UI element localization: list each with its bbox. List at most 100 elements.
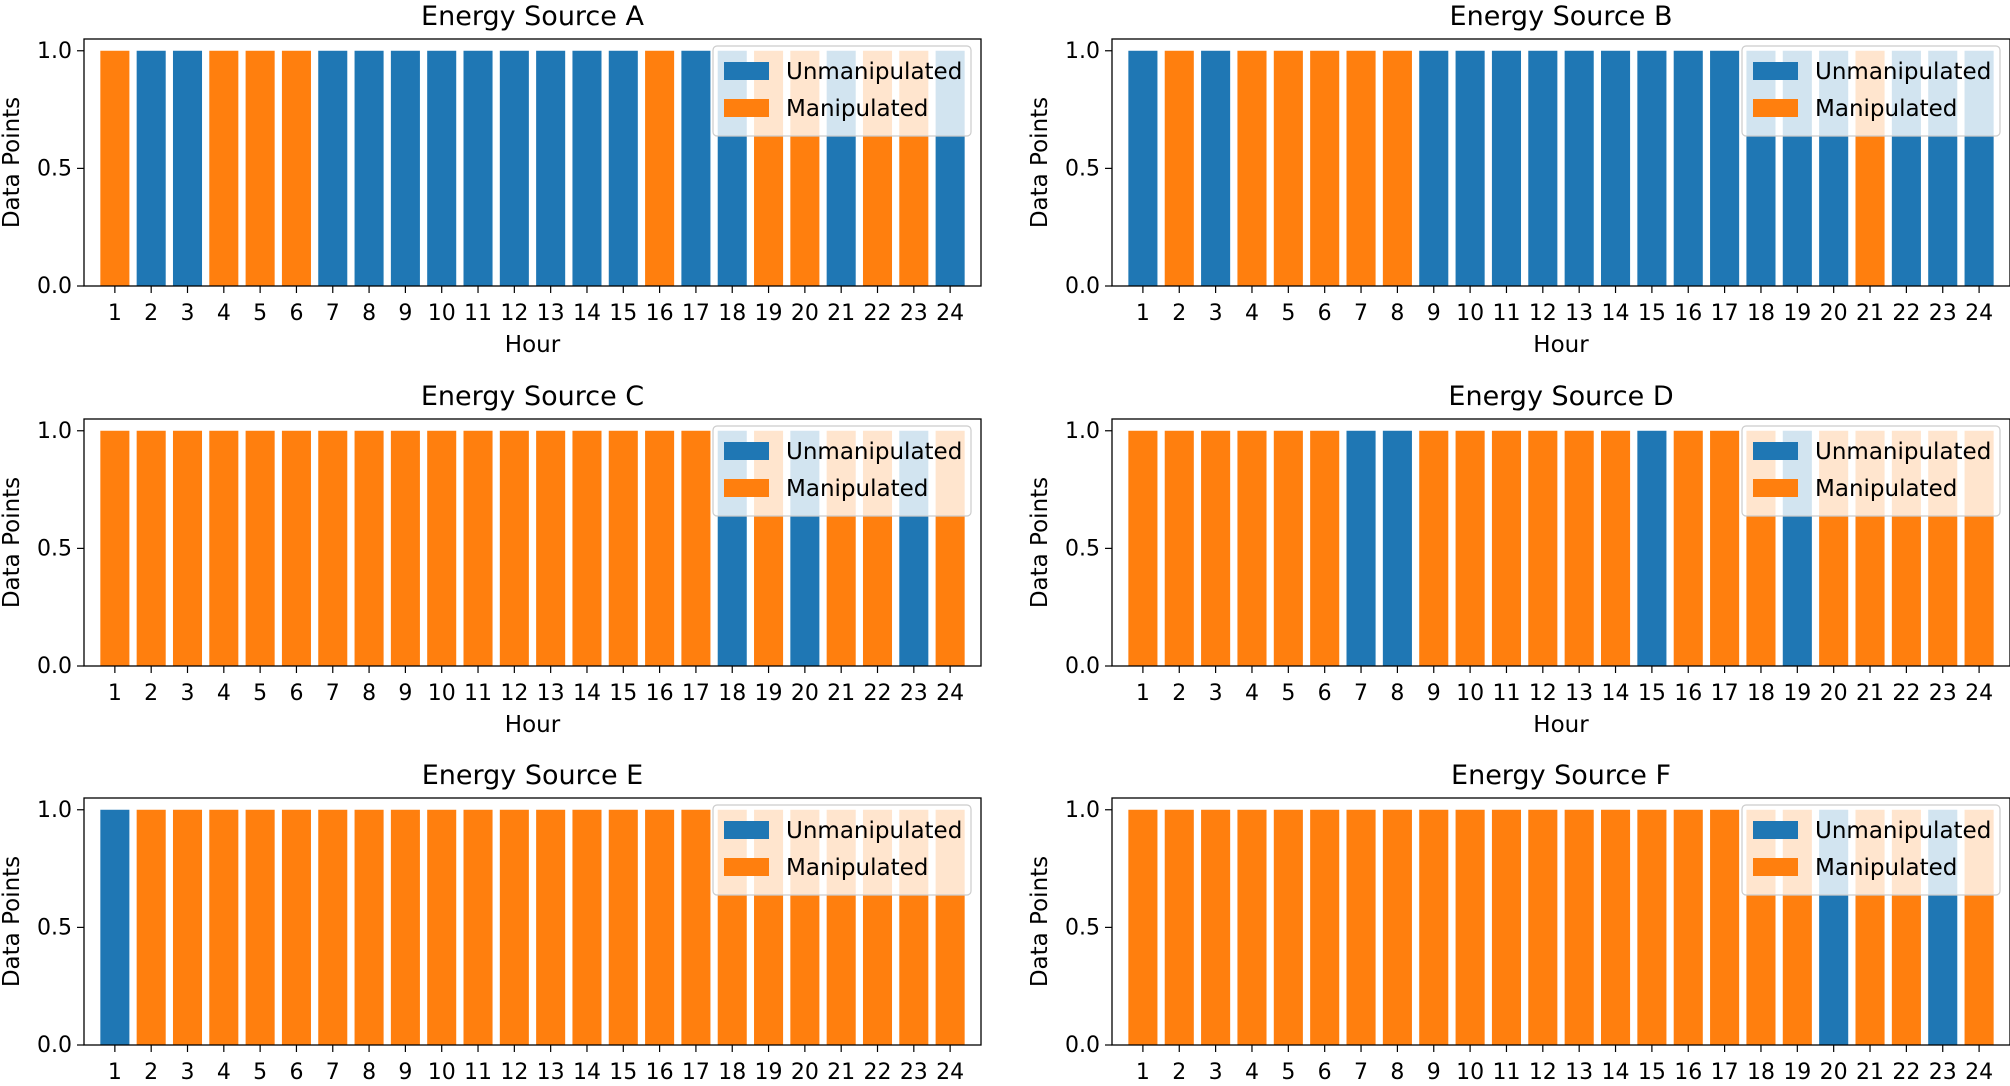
subplot-1: 0.00.51.01 2 3 4 5 6 7 8 9 10 11 12 13 14 15 16 17 18 19 20…	[1027, 1, 2010, 358]
axes-frame	[83, 797, 982, 1046]
bar-hour-14	[572, 809, 602, 1045]
x-tick-label: 18	[1747, 1060, 1775, 1085]
x-tick-label: 17	[1711, 681, 1739, 706]
bar-hour-2	[1164, 430, 1194, 666]
legend-swatch	[1753, 442, 1798, 460]
x-tick-label: 3	[1209, 1060, 1223, 1085]
bar-hour-13	[1564, 809, 1594, 1045]
y-tick-label: 1.0	[37, 798, 72, 823]
legend-label: Manipulated	[1815, 476, 1957, 502]
bar-hour-9	[1419, 430, 1449, 666]
x-tick-label: 11	[464, 301, 492, 326]
x-tick-label: 17	[682, 1060, 710, 1085]
x-tick-label: 23	[1929, 1060, 1957, 1085]
x-tick-label: 21	[1856, 681, 1884, 706]
x-tick-label: 4	[1245, 1060, 1259, 1085]
legend-swatch	[724, 442, 769, 460]
bar-hour-4	[209, 809, 239, 1045]
x-tick-label: 16	[646, 1060, 674, 1085]
legend-label: Unmanipulated	[1815, 439, 1991, 465]
legend-swatch	[1753, 62, 1798, 80]
x-tick-label: 8	[362, 681, 376, 706]
bar-hour-11	[463, 50, 493, 287]
bar-hour-1	[100, 430, 130, 666]
y-tick-label: 0.5	[1065, 915, 1100, 940]
bar-hour-8	[1382, 50, 1412, 287]
bar-hour-17	[1710, 430, 1740, 666]
bar-hour-17	[1710, 809, 1740, 1045]
legend-box	[1741, 804, 2001, 896]
x-tick-label: 15	[609, 1060, 637, 1085]
x-tick-label: 9	[398, 1060, 412, 1085]
x-tick-label: 21	[1856, 1060, 1884, 1085]
x-tick-label: 14	[573, 681, 601, 706]
bar-hour-7	[1346, 809, 1376, 1045]
x-tick-label: 15	[1638, 301, 1666, 326]
y-axis-label: Data Points	[1027, 477, 1053, 608]
x-tick-label: 2	[1172, 1060, 1186, 1085]
legend-box	[712, 425, 972, 517]
bar-hour-9	[390, 809, 420, 1045]
y-tick-label: 1.0	[1065, 39, 1100, 64]
bar-hour-9	[390, 50, 420, 287]
x-tick-label: 17	[1711, 301, 1739, 326]
legend-box	[712, 804, 972, 896]
x-tick-label: 16	[1674, 301, 1702, 326]
x-tick-label: 2	[144, 301, 158, 326]
x-tick-label: 23	[900, 681, 928, 706]
x-tick-label: 16	[646, 681, 674, 706]
x-tick-label: 4	[217, 681, 231, 706]
legend-swatch	[1753, 479, 1798, 497]
subplot-3: 0.00.51.01 2 3 4 5 6 7 8 9 10 11 12 13 14 15 16 17 18 19 20…	[1027, 381, 2010, 738]
bar-hour-7	[1346, 50, 1376, 287]
legend: Unmanipulated Manipulated	[712, 804, 972, 896]
x-tick-label: 14	[573, 1060, 601, 1085]
x-tick-label: 3	[181, 301, 195, 326]
legend-label: Unmanipulated	[786, 59, 962, 85]
chart-title: Energy Source F	[1451, 760, 1671, 791]
x-tick-label: 20	[1820, 301, 1848, 326]
legend-label: Manipulated	[786, 855, 928, 881]
y-tick-label: 1.0	[37, 419, 72, 444]
y-tick-label: 1.0	[1065, 798, 1100, 823]
x-tick-label: 9	[1427, 1060, 1441, 1085]
x-tick-label: 13	[537, 1060, 565, 1085]
bar-hour-14	[572, 430, 602, 666]
axes-frame	[1111, 38, 2010, 287]
x-tick-label: 13	[537, 681, 565, 706]
x-tick-label: 18	[718, 1060, 746, 1085]
bar-hour-3	[1201, 430, 1231, 666]
bar-hour-1	[100, 809, 130, 1045]
x-axis-label: Hour	[1533, 332, 1589, 358]
x-tick-label: 4	[217, 301, 231, 326]
x-tick-label: 11	[1492, 1060, 1520, 1085]
x-tick-label: 5	[253, 681, 267, 706]
legend-swatch	[724, 821, 769, 839]
x-tick-label: 2	[1172, 681, 1186, 706]
bar-hour-16	[645, 809, 675, 1045]
chart-title: Energy Source C	[421, 381, 644, 412]
bar-hour-12	[1528, 50, 1558, 287]
bar-hour-3	[172, 430, 203, 666]
y-tick-label: 0.0	[1065, 1033, 1100, 1058]
x-tick-label: 4	[217, 1060, 231, 1085]
bar-hour-3	[1201, 809, 1231, 1045]
bar-hour-7	[1346, 430, 1376, 666]
y-tick-label: 0.5	[37, 536, 72, 561]
x-tick-label: 9	[398, 301, 412, 326]
bar-hour-12	[499, 809, 529, 1045]
bar-hour-4	[1237, 430, 1267, 666]
x-tick-label: 23	[1929, 681, 1957, 706]
x-tick-label: 12	[500, 681, 528, 706]
bar-hour-14	[1600, 50, 1631, 287]
x-tick-label: 19	[755, 301, 783, 326]
bar-hour-12	[1528, 430, 1558, 666]
bar-hour-10	[427, 809, 457, 1045]
x-tick-label: 14	[1602, 681, 1630, 706]
bar-hour-11	[1491, 50, 1522, 287]
bar-hour-3	[172, 809, 203, 1045]
bar-hour-3	[172, 50, 203, 287]
x-tick-label: 14	[1602, 301, 1630, 326]
bar-hour-6	[281, 430, 311, 666]
